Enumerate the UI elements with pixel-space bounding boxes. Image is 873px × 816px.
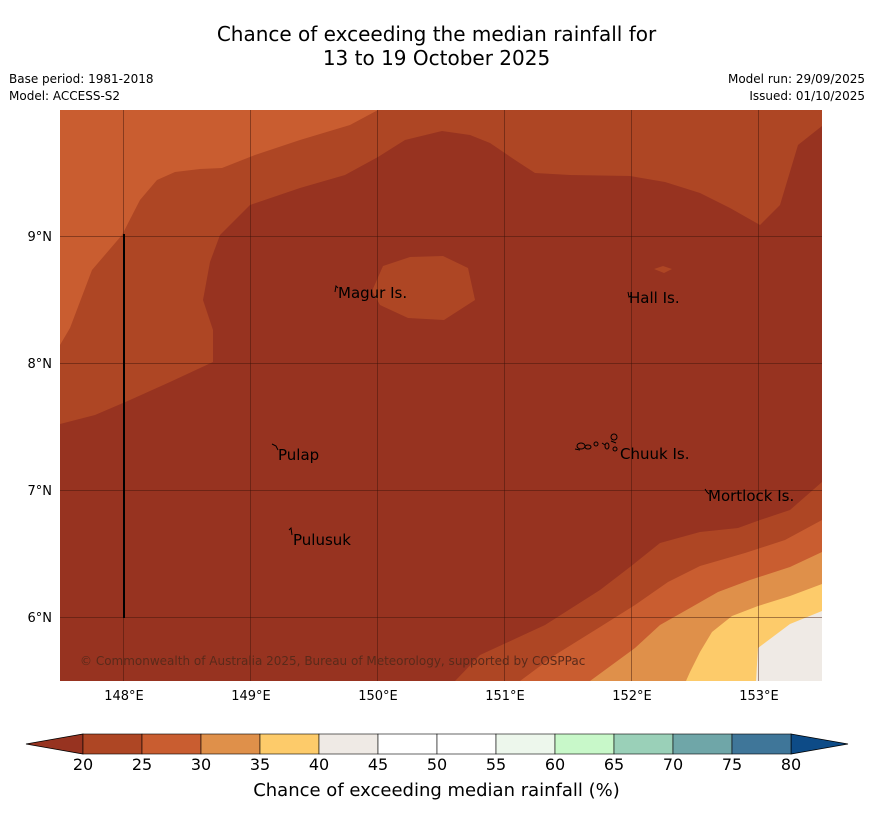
lat-label-8n: 8°N — [28, 357, 53, 372]
title-line-1: Chance of exceeding the median rainfall … — [216, 22, 657, 46]
contour-island-20-25 — [372, 256, 475, 320]
chuuk-lagoon-shape — [574, 433, 618, 452]
colorbar-tick-65: 65 — [603, 755, 625, 774]
lon-label-152e: 152°E — [612, 689, 652, 704]
hall-island-shape — [627, 291, 632, 298]
lon-label-151e: 151°E — [485, 689, 525, 704]
latitude-axis: 9°N 8°N 7°N 6°N — [28, 230, 53, 626]
label-magur: Magur Is. — [338, 284, 407, 302]
colorbar-segment-50-55 — [436, 733, 497, 755]
colorbar-segment-25-30 — [141, 733, 202, 755]
colorbar-tick-60: 60 — [544, 755, 566, 774]
colorbar-segment-70-75 — [672, 733, 733, 755]
lat-label-6n: 6°N — [28, 611, 53, 626]
mortlock-island-shape — [704, 488, 710, 495]
colorbar-segment-35-40 — [259, 733, 320, 755]
pulap-island-shape — [271, 443, 279, 451]
colorbar-tick-75: 75 — [721, 755, 743, 774]
colorbar-tick-30: 30 — [190, 755, 212, 774]
model-run: Model run: 29/09/2025 — [727, 72, 865, 86]
label-chuuk: Chuuk Is. — [620, 445, 689, 463]
lon-label-153e: 153°E — [739, 689, 779, 704]
colorbar-segment-60-65 — [554, 733, 615, 755]
label-pulap: Pulap — [278, 446, 319, 464]
colorbar-tick-40: 40 — [308, 755, 330, 774]
colorbar-segment-75-80 — [731, 733, 792, 755]
colorbar-above-arrow — [790, 733, 849, 755]
contour-band-40-45 — [756, 611, 822, 681]
label-mortlock: Mortlock Is. — [708, 487, 794, 505]
colorbar-below-arrow — [25, 733, 84, 755]
lon-label-149e: 149°E — [231, 689, 271, 704]
colorbar-tick-50: 50 — [426, 755, 448, 774]
model-name: Model: ACCESS-S2 — [9, 89, 121, 103]
colorbar-segment-65-70 — [613, 733, 674, 755]
title-line-2: 13 to 19 October 2025 — [322, 46, 551, 70]
colorbar-segment-45-50 — [377, 733, 438, 755]
label-pulusuk: Pulusuk — [293, 531, 351, 549]
issued-date: Issued: 01/10/2025 — [749, 89, 865, 103]
colorbar-tick-70: 70 — [662, 755, 684, 774]
colorbar-segment-40-45 — [318, 733, 379, 755]
contour-band-below-20 — [60, 126, 822, 681]
base-period: Base period: 1981-2018 — [9, 72, 154, 86]
colorbar-segment-20-25 — [82, 733, 143, 755]
colorbar-segment-30-35 — [200, 733, 261, 755]
colorbar-tick-45: 45 — [367, 755, 389, 774]
lon-label-148e: 148°E — [104, 689, 144, 704]
label-hall: Hall Is. — [629, 289, 680, 307]
pulusuk-island-shape — [288, 526, 293, 536]
magur-island-shape — [334, 284, 339, 293]
longitude-axis: 148°E 149°E 150°E 151°E 152°E 153°E — [104, 689, 779, 704]
colorbar-segment-55-60 — [495, 733, 556, 755]
meta-left: Base period: 1981-2018 Model: ACCESS-S2 — [9, 71, 154, 105]
colorbar-title: Chance of exceeding median rainfall (%) — [253, 780, 620, 801]
lat-label-7n: 7°N — [28, 484, 53, 499]
colorbar-tick-25: 25 — [131, 755, 153, 774]
island-outlines — [271, 284, 710, 536]
colorbar-tick-35: 35 — [249, 755, 271, 774]
rainfall-contours — [60, 110, 822, 681]
copyright-notice: © Commonwealth of Australia 2025, Bureau… — [80, 654, 585, 668]
colorbar-tick-55: 55 — [485, 755, 507, 774]
colorbar-tick-20: 20 — [72, 755, 94, 774]
meta-right: Model run: 29/09/2025 Issued: 01/10/2025 — [728, 71, 865, 105]
colorbar-tick-80: 80 — [780, 755, 802, 774]
lat-label-9n: 9°N — [28, 230, 53, 245]
lon-label-150e: 150°E — [358, 689, 398, 704]
colorbar-segments — [82, 733, 792, 755]
contour-speck-20-25 — [654, 266, 672, 273]
map-title: Chance of exceeding the median rainfall … — [0, 22, 873, 70]
colorbar — [25, 733, 849, 755]
